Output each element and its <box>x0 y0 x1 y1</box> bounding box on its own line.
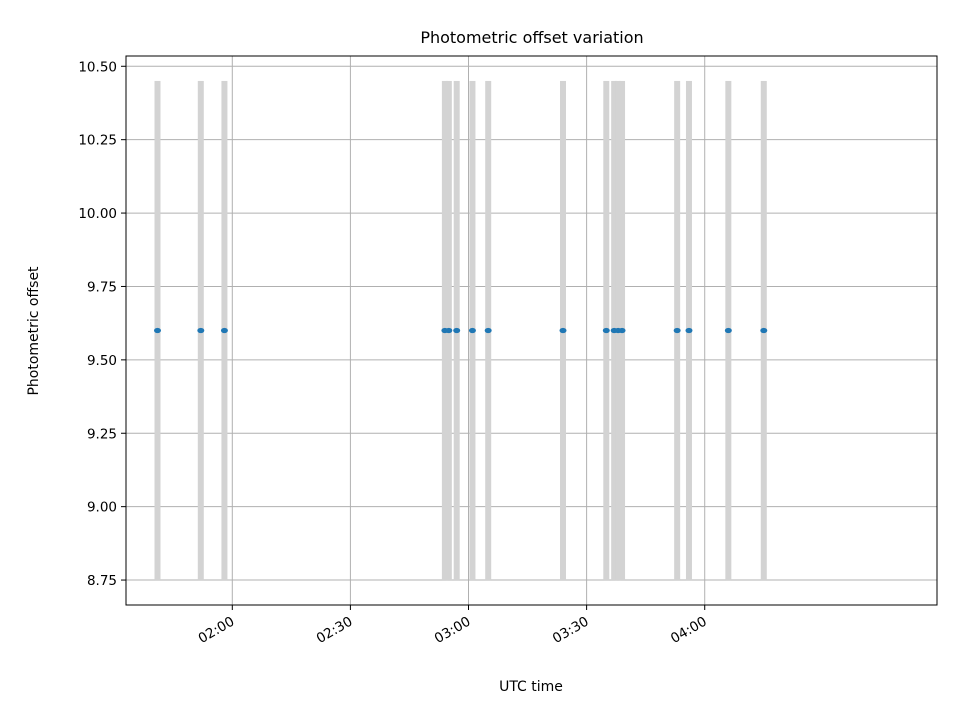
data-point <box>197 327 205 334</box>
y-tick-label: 9.25 <box>87 426 117 442</box>
y-tick-label: 9.00 <box>87 500 117 516</box>
y-tick-label: 9.50 <box>87 353 117 369</box>
data-point <box>602 327 610 334</box>
grid <box>126 56 937 605</box>
data-point <box>760 327 768 334</box>
y-tick-label: 10.25 <box>78 133 117 149</box>
data-point <box>484 327 492 334</box>
plot-area-frame <box>125 55 938 606</box>
data-point <box>453 327 461 334</box>
y-axis: 8.75 9.00 9.25 9.50 9.75 10.00 10.25 10.50 <box>78 59 126 589</box>
data-point <box>724 327 732 334</box>
data-point <box>673 327 681 334</box>
data-point <box>220 327 228 334</box>
data-point <box>153 327 161 334</box>
y-axis-label: Photometric offset <box>26 266 42 396</box>
y-tick-label: 10.50 <box>78 59 117 75</box>
y-tick-label: 10.00 <box>78 206 117 222</box>
data-point <box>445 327 453 334</box>
data-point <box>559 327 567 334</box>
data-point <box>618 327 626 334</box>
data-point <box>468 327 476 334</box>
chart-title: Photometric offset variation <box>420 28 643 47</box>
data-points <box>153 327 768 334</box>
y-tick-label: 8.75 <box>87 573 117 589</box>
x-axis-label: UTC time <box>499 679 563 695</box>
data-point <box>685 327 693 334</box>
y-tick-label: 9.75 <box>87 279 117 295</box>
